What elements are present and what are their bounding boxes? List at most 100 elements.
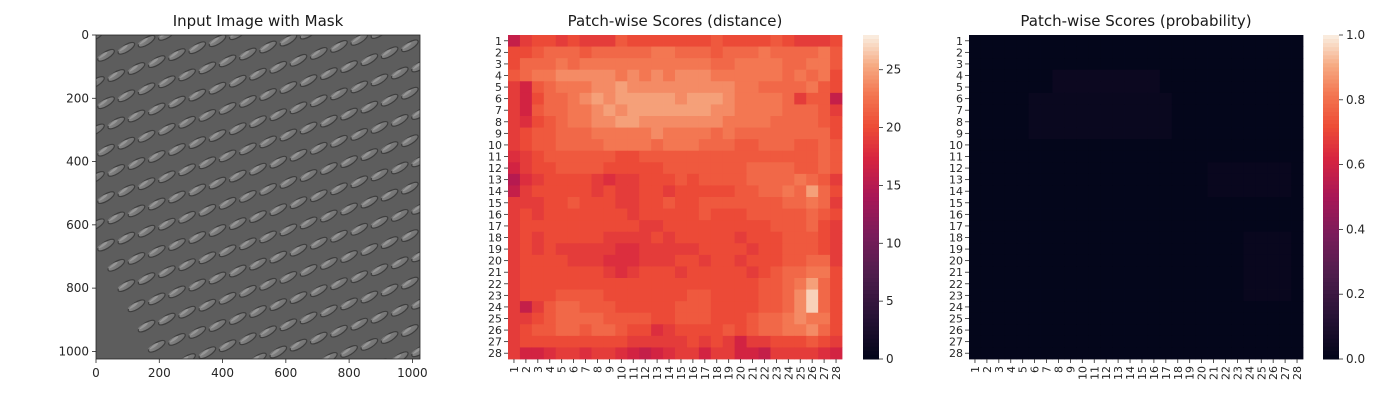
image-texture-cell (330, 324, 348, 338)
heatmap-cell (1100, 312, 1113, 325)
heatmap-cell (1195, 231, 1208, 244)
heatmap-cell (1231, 347, 1244, 360)
heatmap-cell (782, 185, 795, 198)
heatmap-cell (531, 231, 545, 244)
image-texture-highlight (229, 315, 240, 322)
heatmap-cell (663, 35, 676, 47)
heatmap-cell (603, 220, 616, 233)
heatmap-cell (1124, 289, 1137, 302)
image-texture-cell (249, 162, 267, 176)
heatmap-cell (794, 335, 807, 348)
heatmap-cell (1291, 243, 1304, 256)
heatmap-cell (603, 162, 616, 175)
heatmap-cell (1016, 347, 1030, 360)
heatmap-cell (992, 347, 1006, 360)
heatmap-cell (1064, 231, 1077, 244)
image-texture-cell (390, 66, 409, 80)
heatmap-cell (543, 127, 557, 140)
image-texture-cell (370, 168, 389, 182)
image-texture-highlight (381, 191, 391, 199)
image-ytick-label: 800 (66, 281, 89, 295)
heatmap-cell (519, 301, 533, 314)
heatmap-cell (675, 220, 688, 233)
image-texture-cell (147, 197, 166, 211)
image-texture-highlight (138, 85, 148, 93)
heatmap-cell (531, 69, 545, 82)
heatmap-cell (1136, 127, 1149, 140)
heatmap-cell (1064, 92, 1077, 105)
heatmap-cell (1112, 116, 1125, 128)
heatmap-cell (1124, 231, 1137, 244)
image-texture-cell (147, 150, 166, 163)
heatmap-cell (1112, 278, 1125, 290)
heatmap-cell (675, 289, 688, 302)
heatmap-cell (758, 185, 771, 198)
heatmap-cell (603, 185, 616, 198)
heatmap-cell (675, 312, 688, 325)
image-frame (95, 34, 421, 360)
heatmap-cell (1231, 104, 1244, 117)
heatmap-cell (806, 150, 819, 163)
heatmap-cell (1243, 35, 1256, 47)
colorbar-segment (863, 128, 879, 133)
colorbar-segment (1323, 132, 1339, 137)
heatmap-cell (591, 35, 604, 47)
heatmap-cell (1124, 312, 1137, 325)
image-texture-highlight (229, 267, 240, 275)
heatmap-cell (567, 127, 580, 140)
heatmap-cell (1195, 150, 1208, 163)
colorbar-tick-label: 5 (886, 294, 894, 308)
heatmap-cell (746, 185, 759, 198)
image-texture-highlight (188, 44, 199, 51)
image-texture-cell (340, 250, 358, 263)
heatmap-cell (1088, 266, 1101, 279)
heatmap-cell (806, 324, 819, 337)
heatmap-cell (746, 69, 759, 82)
image-texture-highlight (431, 339, 442, 348)
image-texture-highlight (279, 321, 290, 329)
image-texture-cell (218, 101, 237, 115)
heatmap-cell (794, 301, 807, 314)
heatmap-cell (758, 162, 771, 175)
heatmap-ytick-label: 13 (488, 174, 502, 187)
image-texture-cell (380, 188, 399, 202)
heatmap-cell (686, 266, 700, 279)
heatmap-cell (663, 92, 676, 105)
heatmap-cell (1112, 312, 1125, 325)
image-texture-highlight (158, 78, 169, 86)
image-texture-highlight (97, 3, 108, 12)
heatmap-cell (555, 69, 569, 82)
heatmap-cell (1231, 312, 1244, 325)
heatmap-cell (603, 35, 616, 47)
heatmap-cell (555, 231, 569, 244)
heatmap-cell (1219, 324, 1232, 337)
heatmap-cell (1159, 197, 1173, 209)
colorbar-segment (1323, 342, 1339, 348)
heatmap-cell (663, 266, 676, 279)
heatmap-cell (639, 162, 652, 175)
heatmap-cell (1100, 254, 1113, 267)
heatmap-cell (543, 104, 557, 117)
heatmap-cell (1159, 243, 1173, 256)
heatmap-cell (1136, 243, 1149, 256)
image-texture-highlight (97, 51, 108, 59)
heatmap-cell (1076, 104, 1089, 117)
heatmap-cell (579, 35, 592, 47)
heatmap-cell (746, 254, 759, 267)
image-texture-cell (96, 123, 105, 137)
heatmap-cell (1231, 301, 1244, 314)
heatmap-cell (992, 46, 1006, 59)
colorbar-segment (1323, 249, 1339, 255)
image-texture-cell (188, 88, 207, 102)
heatmap-cell (579, 173, 592, 186)
heatmap-cell (830, 243, 843, 256)
heatmap-cell (794, 220, 807, 233)
colorbar-segment (863, 233, 879, 238)
image-texture-highlight (127, 254, 138, 262)
heatmap-cell (1124, 92, 1137, 105)
heatmap-cell (663, 127, 676, 140)
heatmap-cell (830, 127, 843, 140)
image-texture-cell (127, 109, 146, 123)
heatmap-cell (1267, 104, 1280, 117)
image-texture-cell (249, 115, 267, 129)
